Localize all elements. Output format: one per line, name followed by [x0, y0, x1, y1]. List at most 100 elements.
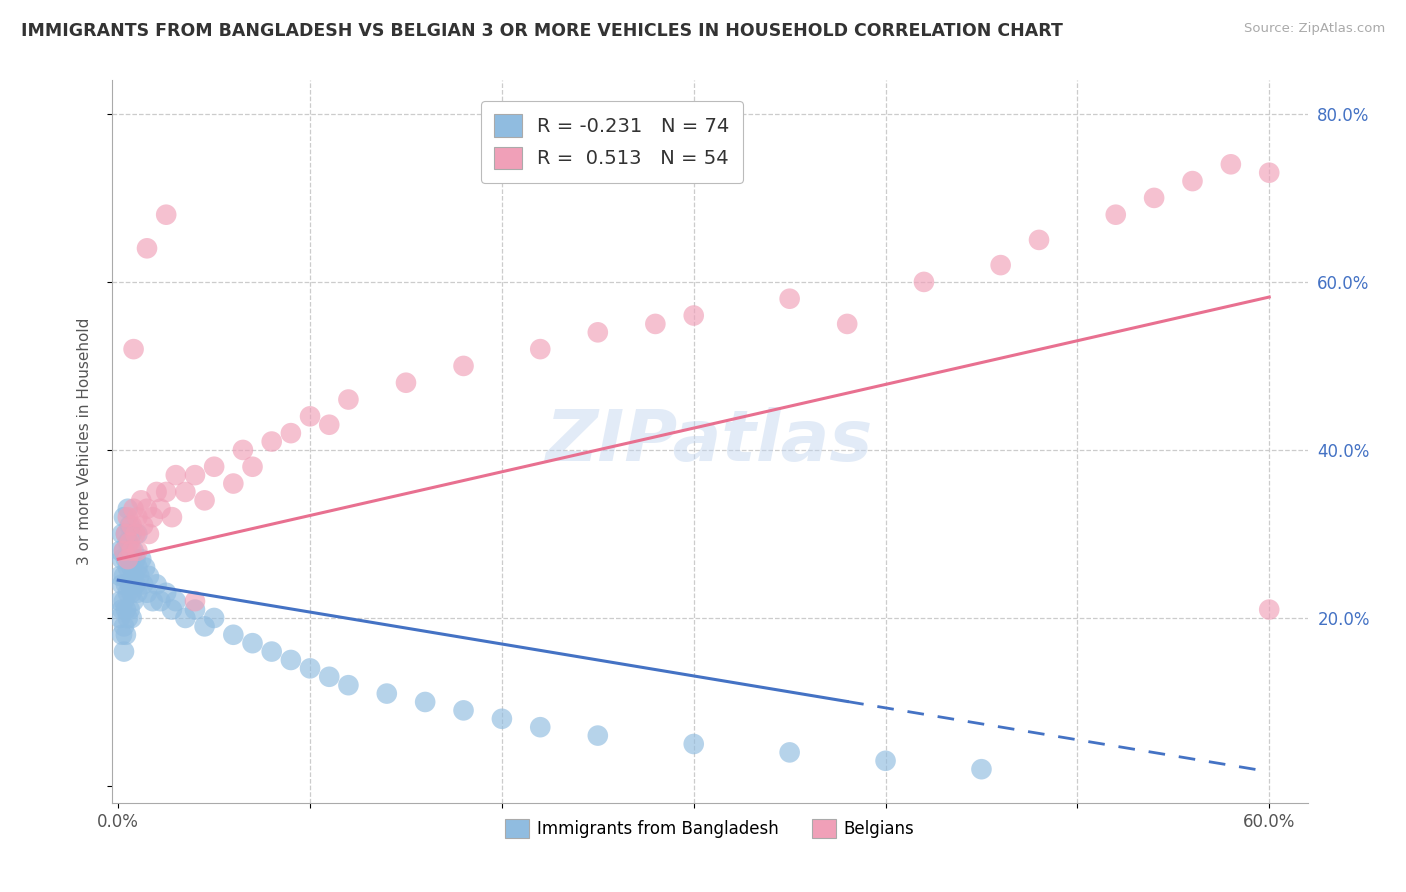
Point: [121, 543, 143, 558]
Point: [413, 695, 436, 709]
Point: [990, 258, 1012, 272]
Point: [202, 611, 225, 625]
Point: [1219, 157, 1241, 171]
Point: [122, 342, 145, 356]
Point: [375, 687, 398, 701]
Point: [127, 543, 149, 558]
Point: [111, 602, 134, 616]
Point: [115, 602, 138, 616]
Point: [117, 560, 139, 574]
Point: [124, 577, 146, 591]
Point: [1258, 602, 1281, 616]
Point: [108, 543, 131, 558]
Point: [337, 392, 360, 407]
Point: [912, 275, 935, 289]
Point: [129, 552, 152, 566]
Point: [112, 619, 135, 633]
Point: [395, 376, 418, 390]
Point: [174, 485, 197, 500]
Point: [138, 527, 160, 541]
Point: [682, 309, 704, 323]
Point: [118, 518, 141, 533]
Point: [121, 527, 143, 541]
Point: [117, 586, 139, 600]
Point: [115, 527, 138, 541]
Point: [124, 552, 146, 566]
Point: [155, 586, 177, 600]
Point: [299, 409, 322, 424]
Point: [682, 737, 704, 751]
Point: [127, 527, 149, 541]
Point: [121, 518, 143, 533]
Point: [111, 577, 134, 591]
Point: [115, 552, 138, 566]
Text: Source: ZipAtlas.com: Source: ZipAtlas.com: [1244, 22, 1385, 36]
Point: [145, 577, 167, 591]
Y-axis label: 3 or more Vehicles in Household: 3 or more Vehicles in Household: [77, 318, 91, 566]
Point: [112, 594, 135, 608]
Point: [160, 510, 183, 524]
Point: [184, 602, 207, 616]
Point: [122, 501, 145, 516]
Point: [453, 703, 475, 717]
Point: [232, 442, 254, 457]
Point: [127, 510, 149, 524]
Point: [155, 208, 177, 222]
Point: [134, 560, 156, 574]
Point: [837, 317, 859, 331]
Point: [174, 611, 197, 625]
Point: [242, 459, 264, 474]
Point: [132, 577, 155, 591]
Point: [118, 577, 141, 591]
Point: [1028, 233, 1050, 247]
Point: [586, 326, 609, 340]
Point: [453, 359, 475, 373]
Text: IMMIGRANTS FROM BANGLADESH VS BELGIAN 3 OR MORE VEHICLES IN HOUSEHOLD CORRELATIO: IMMIGRANTS FROM BANGLADESH VS BELGIAN 3 …: [21, 22, 1063, 40]
Point: [318, 670, 340, 684]
Point: [138, 569, 160, 583]
Point: [222, 476, 245, 491]
Point: [122, 594, 145, 608]
Point: [1258, 166, 1281, 180]
Point: [586, 729, 609, 743]
Point: [160, 602, 183, 616]
Point: [111, 628, 134, 642]
Point: [142, 594, 165, 608]
Point: [108, 569, 131, 583]
Point: [117, 501, 139, 516]
Point: [122, 569, 145, 583]
Text: ZIPatlas: ZIPatlas: [547, 407, 873, 476]
Point: [202, 459, 225, 474]
Point: [193, 619, 215, 633]
Point: [118, 535, 141, 549]
Point: [124, 527, 146, 541]
Point: [779, 745, 801, 759]
Point: [155, 485, 177, 500]
Point: [1143, 191, 1166, 205]
Point: [280, 426, 302, 441]
Point: [112, 644, 135, 658]
Point: [149, 501, 172, 516]
Point: [117, 535, 139, 549]
Point: [644, 317, 666, 331]
Point: [970, 762, 993, 776]
Point: [260, 434, 283, 449]
Point: [529, 720, 551, 734]
Point: [280, 653, 302, 667]
Point: [875, 754, 897, 768]
Point: [193, 493, 215, 508]
Point: [136, 241, 159, 255]
Point: [115, 628, 138, 642]
Point: [242, 636, 264, 650]
Point: [184, 468, 207, 483]
Point: [136, 501, 159, 516]
Point: [1105, 208, 1128, 222]
Point: [136, 586, 159, 600]
Point: [115, 527, 138, 541]
Point: [165, 468, 187, 483]
Point: [222, 628, 245, 642]
Point: [1181, 174, 1204, 188]
Legend: Immigrants from Bangladesh, Belgians: Immigrants from Bangladesh, Belgians: [499, 813, 921, 845]
Point: [118, 552, 141, 566]
Point: [112, 543, 135, 558]
